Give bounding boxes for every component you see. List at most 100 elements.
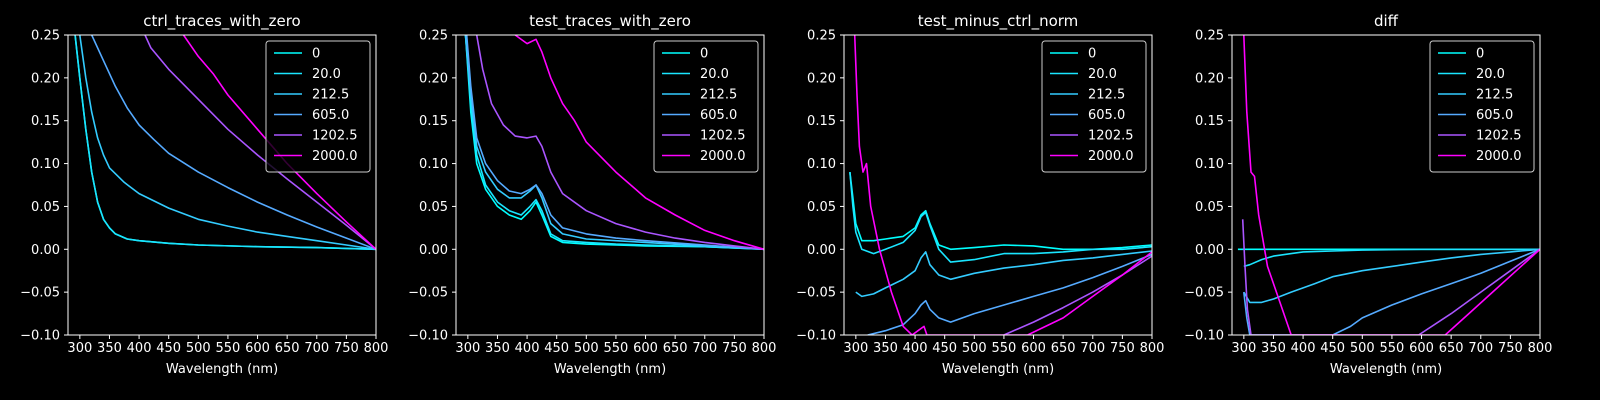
x-tick-label: 400 bbox=[515, 341, 540, 356]
legend-label: 2000.0 bbox=[312, 149, 358, 164]
y-tick-label: −0.10 bbox=[796, 329, 836, 344]
x-tick-label: 300 bbox=[455, 341, 480, 356]
chart-panel-4: diff 300 350 400 450 500 550 600 650 700 750 800 −0.… bbox=[1184, 12, 1552, 377]
x-tick-label: 700 bbox=[304, 341, 329, 356]
legend-label: 0 bbox=[1088, 47, 1096, 62]
x-axis-label: Wavelength (nm) bbox=[166, 362, 278, 377]
y-tick-label: 0.25 bbox=[807, 29, 836, 44]
series-line-1202.5 bbox=[1003, 255, 1152, 335]
legend-label: 20.0 bbox=[700, 67, 729, 82]
chart-panel-1: ctrl_traces_with_zero 300 350 400 450 500 550 6… bbox=[20, 12, 388, 377]
chart-title: diff bbox=[1374, 12, 1399, 30]
y-tick-label: 0.05 bbox=[31, 200, 60, 215]
x-axis-label: Wavelength (nm) bbox=[554, 362, 666, 377]
legend-label: 605.0 bbox=[1476, 108, 1513, 123]
y-tick-label: −0.05 bbox=[796, 286, 836, 301]
y-tick-label: 0.25 bbox=[419, 29, 448, 44]
x-tick-label: 750 bbox=[1498, 341, 1523, 356]
legend-label: 2000.0 bbox=[700, 149, 746, 164]
x-tick-label: 750 bbox=[334, 341, 359, 356]
x-tick-label: 800 bbox=[1140, 341, 1165, 356]
legend-label: 212.5 bbox=[700, 88, 737, 103]
chart-title: ctrl_traces_with_zero bbox=[143, 12, 300, 31]
chart-title: test_minus_ctrl_norm bbox=[918, 12, 1079, 31]
y-tick-label: 0.25 bbox=[1195, 29, 1224, 44]
chart-title: test_traces_with_zero bbox=[529, 12, 691, 31]
y-tick-label: 0.10 bbox=[1195, 157, 1224, 172]
x-tick-label: 450 bbox=[156, 341, 181, 356]
y-tick-label: −0.05 bbox=[408, 286, 448, 301]
x-tick-label: 500 bbox=[962, 341, 987, 356]
legend: 0 20.0 212.5 605.0 1202.5 2000.0 bbox=[265, 40, 371, 173]
x-tick-label: 350 bbox=[873, 341, 898, 356]
legend-label: 212.5 bbox=[312, 88, 349, 103]
y-tick-label: 0.00 bbox=[1195, 243, 1224, 258]
legend-label: 605.0 bbox=[312, 108, 349, 123]
y-tick-label: 0.20 bbox=[807, 71, 836, 86]
x-tick-label: 450 bbox=[544, 341, 569, 356]
x-tick-label: 650 bbox=[1439, 341, 1464, 356]
legend-label: 0 bbox=[700, 47, 708, 62]
series-line-212.5 bbox=[79, 35, 376, 251]
x-tick-label: 550 bbox=[1380, 341, 1405, 356]
x-tick-label: 700 bbox=[692, 341, 717, 356]
y-tick-label: −0.10 bbox=[408, 329, 448, 344]
legend-label: 20.0 bbox=[312, 67, 341, 82]
x-tick-label: 450 bbox=[1320, 341, 1345, 356]
plot-area bbox=[464, 35, 764, 251]
x-tick-label: 500 bbox=[1350, 341, 1375, 356]
x-tick-label: 300 bbox=[843, 341, 868, 356]
legend-label: 2000.0 bbox=[1476, 149, 1522, 164]
x-tick-label: 400 bbox=[903, 341, 928, 356]
y-tick-label: 0.20 bbox=[1195, 71, 1224, 86]
x-tick-label: 350 bbox=[97, 341, 122, 356]
legend-label: 605.0 bbox=[700, 108, 737, 123]
y-tick-label: 0.10 bbox=[807, 157, 836, 172]
x-tick-label: 300 bbox=[67, 341, 92, 356]
series-line-1202.5 bbox=[144, 35, 376, 250]
y-tick-label: 0.25 bbox=[31, 29, 60, 44]
plot-area bbox=[74, 35, 376, 251]
x-tick-label: 600 bbox=[1021, 341, 1046, 356]
x-tick-label: 450 bbox=[932, 341, 957, 356]
axes-frame bbox=[455, 34, 765, 336]
x-tick-label: 400 bbox=[127, 341, 152, 356]
x-tick-label: 750 bbox=[722, 341, 747, 356]
chart-panel-3: test_minus_ctrl_norm 300 350 400 450 500 550 60… bbox=[796, 12, 1164, 377]
x-tick-label: 400 bbox=[1291, 341, 1316, 356]
legend: 0 20.0 212.5 605.0 1202.5 2000.0 bbox=[653, 40, 759, 173]
y-tick-label: 0.20 bbox=[419, 71, 448, 86]
axes-frame bbox=[1231, 34, 1541, 336]
x-tick-label: 500 bbox=[574, 341, 599, 356]
series-line-605.0 bbox=[90, 35, 376, 251]
series-line-20.0 bbox=[849, 172, 1152, 263]
legend-label: 1202.5 bbox=[1088, 129, 1134, 144]
series-line-0 bbox=[849, 172, 1152, 251]
series-line-2000.0 bbox=[182, 35, 376, 250]
y-tick-label: 0.00 bbox=[419, 243, 448, 258]
series-line-2000.0 bbox=[853, 35, 1152, 335]
y-tick-label: 0.05 bbox=[1195, 200, 1224, 215]
x-axis-label: Wavelength (nm) bbox=[942, 362, 1054, 377]
y-tick-label: 0.15 bbox=[31, 114, 60, 129]
axes-frame bbox=[843, 34, 1153, 336]
x-tick-label: 550 bbox=[992, 341, 1017, 356]
x-tick-label: 700 bbox=[1080, 341, 1105, 356]
x-tick-label: 800 bbox=[1528, 341, 1553, 356]
x-tick-label: 700 bbox=[1468, 341, 1493, 356]
axes-frame bbox=[67, 34, 377, 336]
legend-label: 0 bbox=[312, 47, 320, 62]
y-tick-label: 0.00 bbox=[31, 243, 60, 258]
y-tick-label: 0.20 bbox=[31, 71, 60, 86]
series-line-0 bbox=[464, 35, 764, 251]
series-line-212.5 bbox=[855, 250, 1152, 298]
x-tick-label: 750 bbox=[1110, 341, 1135, 356]
chart-panel-2: test_traces_with_zero 300 350 400 450 500 550 6… bbox=[408, 12, 776, 377]
y-tick-label: −0.10 bbox=[1184, 329, 1224, 344]
x-tick-label: 300 bbox=[1231, 341, 1256, 356]
x-tick-label: 350 bbox=[1261, 341, 1286, 356]
y-tick-label: −0.10 bbox=[20, 329, 60, 344]
series-line-20.0 bbox=[1243, 248, 1540, 268]
plot-area bbox=[1237, 35, 1540, 335]
